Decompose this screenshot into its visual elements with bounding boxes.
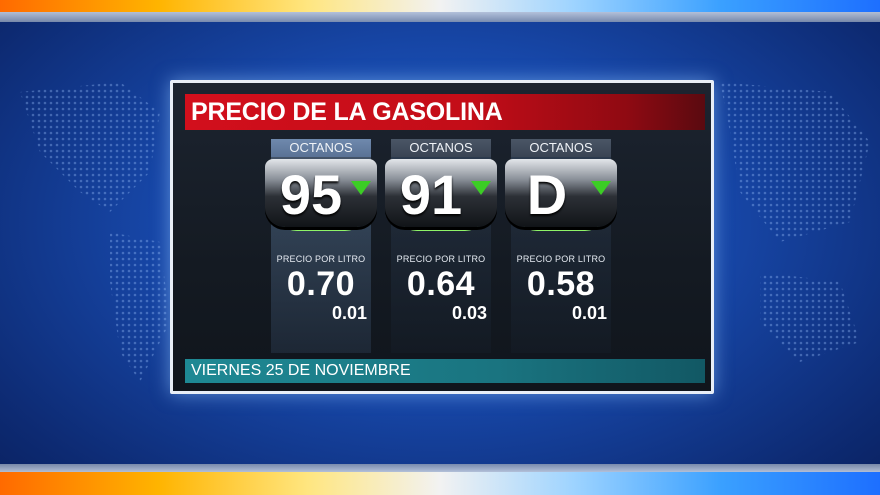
price-change: 0.01 <box>571 303 607 323</box>
bottom-silver-stripe <box>0 464 880 472</box>
grade-value: D <box>526 163 568 226</box>
price-per-liter-label: PRECIO POR LITRO <box>276 254 366 264</box>
grade-badge: 91 <box>385 159 497 227</box>
world-map-background <box>20 82 870 382</box>
fuel-column-95: OCTANOS 95 PRECIO POR LITRO 0.70 0.01 <box>265 139 377 353</box>
price-per-liter-label: PRECIO POR LITRO <box>396 254 486 264</box>
octane-label: OCTANOS <box>271 139 371 157</box>
octane-label: OCTANOS <box>391 139 491 157</box>
grade-badge: 95 <box>265 159 377 227</box>
price-value: 0.64 <box>406 265 476 303</box>
arrow-down-icon <box>591 181 611 195</box>
octane-label: OCTANOS <box>511 139 611 157</box>
arrow-down-icon <box>351 181 371 195</box>
top-silver-stripe <box>0 12 880 22</box>
bottom-color-stripe <box>0 472 880 495</box>
panel-title: PRECIO DE LA GASOLINA <box>191 98 503 126</box>
gas-price-panel: PRECIO DE LA GASOLINA OCTANOS 95 PRECIO … <box>170 80 714 394</box>
price-change: 0.01 <box>331 303 367 323</box>
grade-value: 95 <box>279 163 343 226</box>
date-bar: VIERNES 25 DE NOVIEMBRE <box>185 359 705 383</box>
date-label: VIERNES 25 DE NOVIEMBRE <box>191 362 411 379</box>
grade-badge: D <box>505 159 617 227</box>
price-value: 0.70 <box>286 265 356 303</box>
grade-value: 91 <box>399 163 463 226</box>
price-value: 0.58 <box>526 265 596 303</box>
arrow-down-icon <box>471 181 491 195</box>
top-color-stripe <box>0 0 880 12</box>
fuel-column-diesel: OCTANOS D PRECIO POR LITRO 0.58 0.01 <box>505 139 617 353</box>
price-change: 0.03 <box>451 303 487 323</box>
title-bar: PRECIO DE LA GASOLINA <box>185 94 705 130</box>
fuel-column-91: OCTANOS 91 PRECIO POR LITRO 0.64 0.03 <box>385 139 497 353</box>
price-per-liter-label: PRECIO POR LITRO <box>516 254 606 264</box>
